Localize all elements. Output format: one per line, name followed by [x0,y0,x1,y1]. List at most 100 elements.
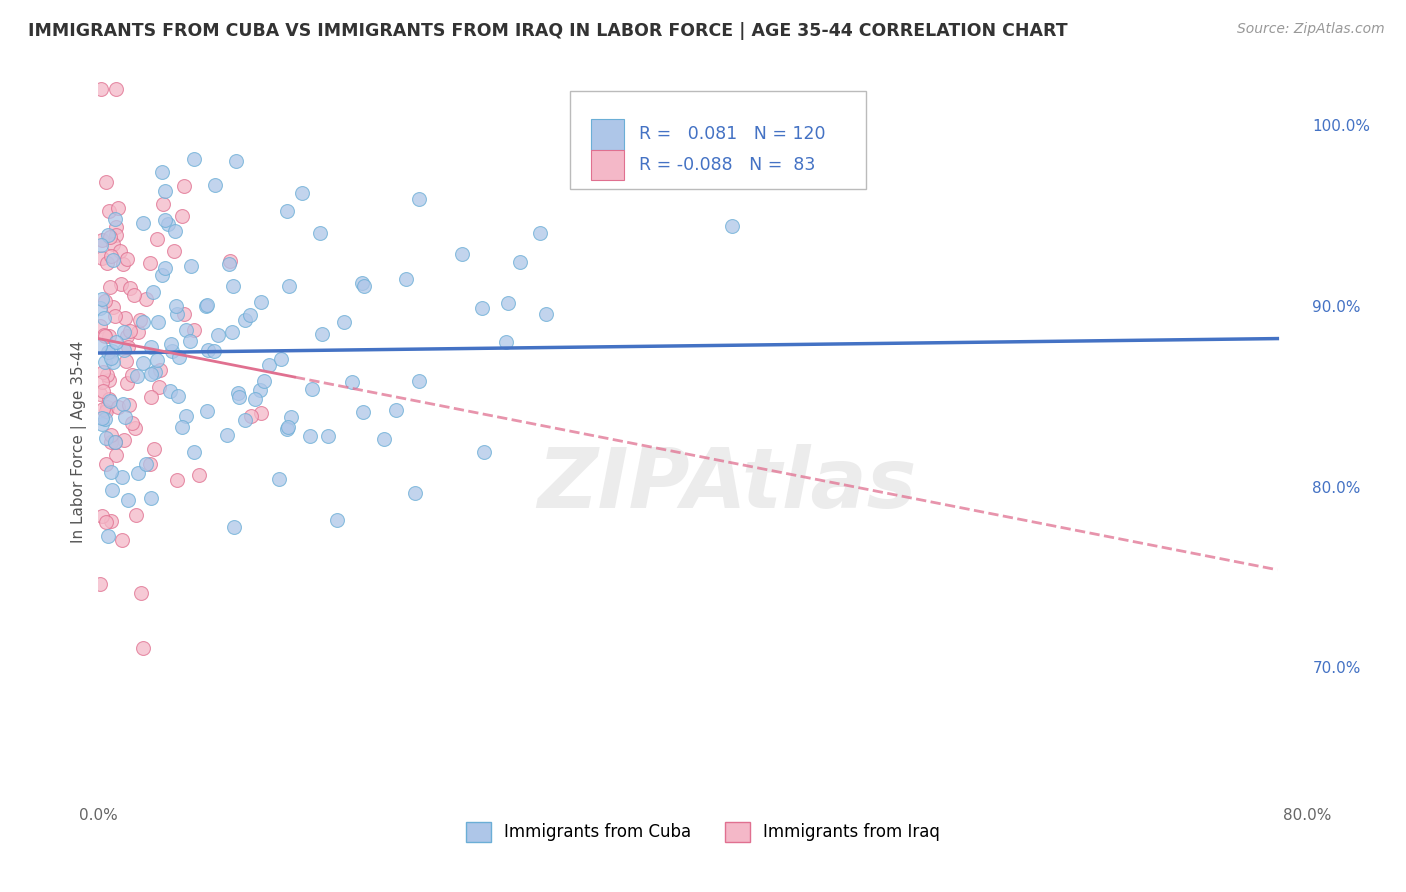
Point [98,280,121,294]
Point [107,201,129,215]
Point [97,373,120,387]
Point [90,508,112,523]
Point [93,329,115,343]
Point [89,576,111,591]
Point [155,212,177,227]
Point [96,256,118,270]
Point [127,369,149,384]
Point [222,278,245,293]
Point [135,292,157,306]
Point [96,431,118,445]
Point [90,238,112,252]
Point [278,278,301,293]
Point [162,344,184,359]
Point [146,352,169,367]
Point [101,301,124,315]
FancyBboxPatch shape [591,120,624,150]
Point [269,472,291,486]
Point [90,417,112,431]
Point [218,257,240,271]
Point [183,152,205,166]
Point [174,409,197,424]
Point [104,309,127,323]
Point [150,268,173,282]
Point [100,351,122,365]
Point [94,294,117,309]
Point [142,285,165,300]
Point [105,227,128,242]
Point [277,419,299,434]
Point [90,292,112,306]
Point [207,328,229,343]
Point [165,300,187,314]
Point [159,384,181,398]
Point [169,350,191,364]
Point [114,311,136,326]
Point [114,409,136,424]
Point [301,382,323,396]
Point [385,402,408,417]
Point [103,236,125,251]
Point [155,260,177,275]
Text: Source: ZipAtlas.com: Source: ZipAtlas.com [1237,22,1385,37]
Point [103,253,125,268]
Point [89,387,111,401]
Point [121,416,143,430]
Point [97,203,120,218]
Point [114,354,136,368]
Point [91,402,114,417]
Point [221,325,243,339]
Text: R =   0.081   N = 120: R = 0.081 N = 120 [638,126,825,144]
Point [226,385,249,400]
Point [96,368,118,382]
Point [100,514,122,528]
Point [91,233,114,247]
Point [224,519,246,533]
Point [98,229,121,244]
Point [219,253,242,268]
Point [110,277,132,291]
Point [395,271,418,285]
Point [135,457,157,471]
Point [495,334,517,349]
Point [291,186,314,200]
Point [139,390,162,404]
Point [110,470,132,484]
Point [153,184,176,198]
Point [156,217,179,231]
Point [89,339,111,353]
Point [121,368,143,383]
Point [166,473,188,487]
Point [276,203,298,218]
Point [166,307,188,321]
Point [529,227,551,241]
Legend: Immigrants from Cuba, Immigrants from Iraq: Immigrants from Cuba, Immigrants from Ir… [460,815,946,848]
Point [150,164,173,178]
Point [225,153,247,168]
Point [104,334,127,349]
Point [94,403,117,417]
Point [194,299,217,313]
Point [122,287,145,301]
Point [94,355,117,369]
Point [91,365,114,379]
Point [139,339,162,353]
FancyBboxPatch shape [569,91,866,189]
Point [90,251,112,265]
Point [98,329,121,343]
Point [142,442,165,457]
Text: ZIPAtlas: ZIPAtlas [537,444,917,525]
Point [228,390,250,404]
Point [111,533,134,547]
Point [325,513,347,527]
Point [132,641,155,656]
Point [118,398,141,412]
Point [97,344,120,359]
Point [450,247,472,261]
Point [159,337,181,351]
Point [195,298,218,312]
Point [125,508,148,523]
Point [249,294,271,309]
Point [104,434,127,449]
Point [204,178,226,193]
